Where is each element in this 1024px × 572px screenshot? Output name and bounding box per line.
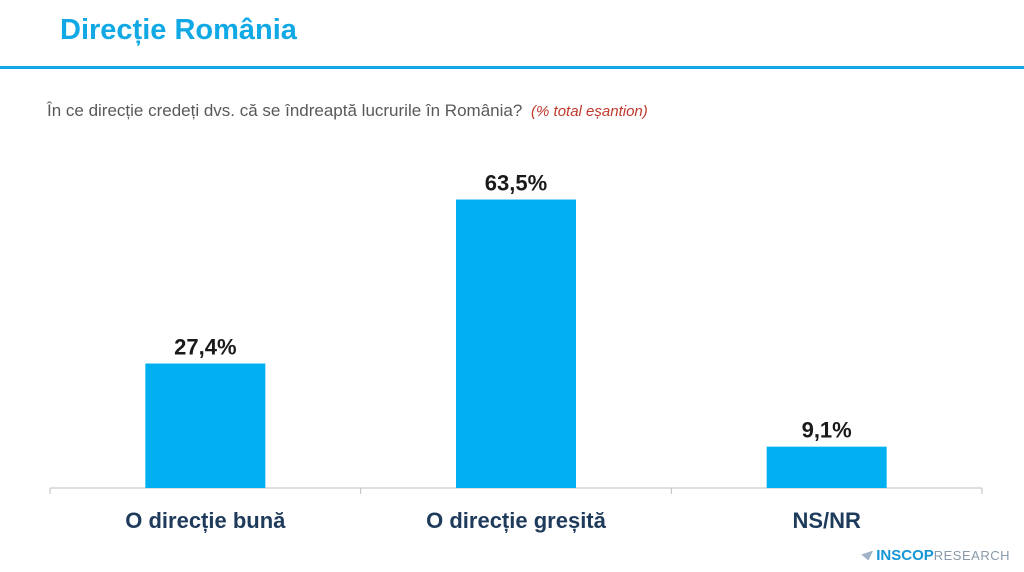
data-label: 9,1% (802, 418, 852, 443)
bar (766, 446, 887, 488)
bar-chart: 27,4% O direcție bună 63,5% O direcție greș… (49, 171, 983, 533)
bar (456, 199, 576, 488)
category-label: NS/NR (792, 508, 861, 533)
page-title: Direcție România (60, 14, 297, 46)
logo-sub: RESEARCH (933, 548, 1010, 563)
logo-mark-icon (861, 550, 874, 561)
inscop-logo: INSCOP RESEARCH (861, 547, 1010, 564)
logo-brand: INSCOP (876, 547, 934, 564)
category-label: O direcție bună (125, 508, 286, 533)
data-label: 27,4% (174, 335, 236, 360)
chart-question: În ce direcție credeți dvs. că se îndrea… (47, 101, 648, 121)
bar (145, 363, 266, 488)
question-text: În ce direcție credeți dvs. că se îndrea… (47, 101, 523, 120)
category-label: O direcție greșită (426, 508, 607, 533)
question-note: (% total eșantion) (531, 103, 648, 120)
data-label: 63,5% (485, 171, 547, 196)
title-divider (0, 66, 1024, 69)
